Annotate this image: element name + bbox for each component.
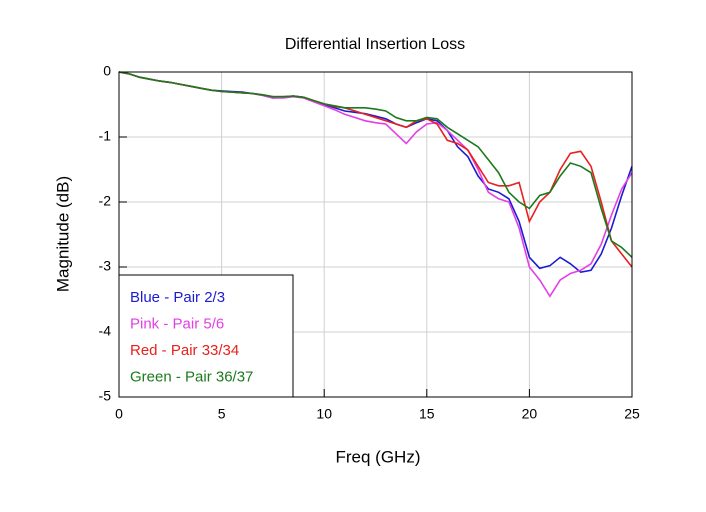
x-tick-label: 5 [218,406,226,422]
legend-entry: Pink - Pair 5/6 [130,315,224,332]
x-tick-label: 20 [522,406,538,422]
x-tick-label: 15 [419,406,435,422]
legend-entry: Green - Pair 36/37 [130,368,253,385]
y-axis-label: Magnitude (dB) [53,176,72,292]
series-line [118,71,633,258]
x-axis-label: Freq (GHz) [336,447,421,466]
plot-frame [118,71,633,398]
x-tick-label: 0 [115,406,123,422]
x-tick-label: 10 [316,406,332,422]
chart-title: Differential Insertion Loss [285,36,465,53]
y-tick-label: -1 [99,128,112,144]
y-tick-label: -2 [99,193,112,209]
y-tick-label: -4 [99,323,112,339]
legend-box [118,274,294,398]
legend-entry: Red - Pair 33/34 [130,342,239,359]
y-tick-label: -3 [99,258,112,274]
y-tick-label: -5 [99,388,112,404]
legend-entry: Blue - Pair 2/3 [130,289,225,306]
y-tick-label: 0 [103,63,111,79]
x-tick-label: 25 [624,406,640,422]
legend: Blue - Pair 2/3 Pink - Pair 5/6 Red - Pair… [118,274,294,398]
